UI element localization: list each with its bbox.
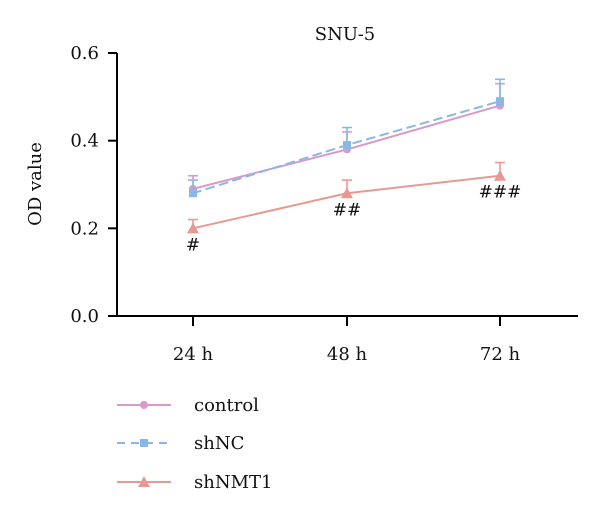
legend-item-control: control [117,395,259,416]
annotation-layer: ###### [186,183,521,256]
point-shnc-48-h [343,141,351,150]
x-tick-label-48-h: 48 h [327,344,368,365]
y-tick-label-1: 0.2 [70,218,99,239]
series-layer [187,78,506,234]
point-shnmt1-72-h [494,169,506,181]
y-axis-label: OD value [25,142,46,226]
x-axis-ticks: 24 h 48 h 72 h [173,316,521,365]
legend-marker-shnmt1 [138,476,150,487]
x-tick-label-24-h: 24 h [173,344,214,365]
series-shnmt1 [187,161,506,234]
legend-marker-control [140,401,148,409]
annotation-24-h: # [186,235,200,255]
point-shnc-72-h [496,97,504,106]
legend-label-shnc: shNC [194,433,244,454]
y-tick-label-0: 0.0 [70,306,99,327]
y-axis-ticks: 0.0 0.2 0.4 0.6 [70,43,117,327]
series-shnc [188,78,505,198]
y-tick-label-3: 0.6 [70,43,99,64]
y-tick-label-2: 0.4 [70,131,99,152]
point-shnmt1-24-h [187,222,199,234]
point-shnmt1-48-h [341,187,353,199]
x-tick-label-72-h: 72 h [480,344,521,365]
legend-marker-shnc [140,439,148,447]
legend-label-control: control [194,395,259,416]
legend-label-shnmt1: shNMT1 [194,472,272,493]
chart-title: SNU-5 [315,24,375,45]
legend: control shNC shNMT1 [117,395,272,493]
annotation-48-h: ## [333,200,362,220]
annotation-72-h: ### [479,183,522,203]
legend-item-shnc: shNC [117,433,244,454]
point-shnc-24-h [189,189,197,198]
legend-item-shnmt1: shNMT1 [117,472,272,493]
